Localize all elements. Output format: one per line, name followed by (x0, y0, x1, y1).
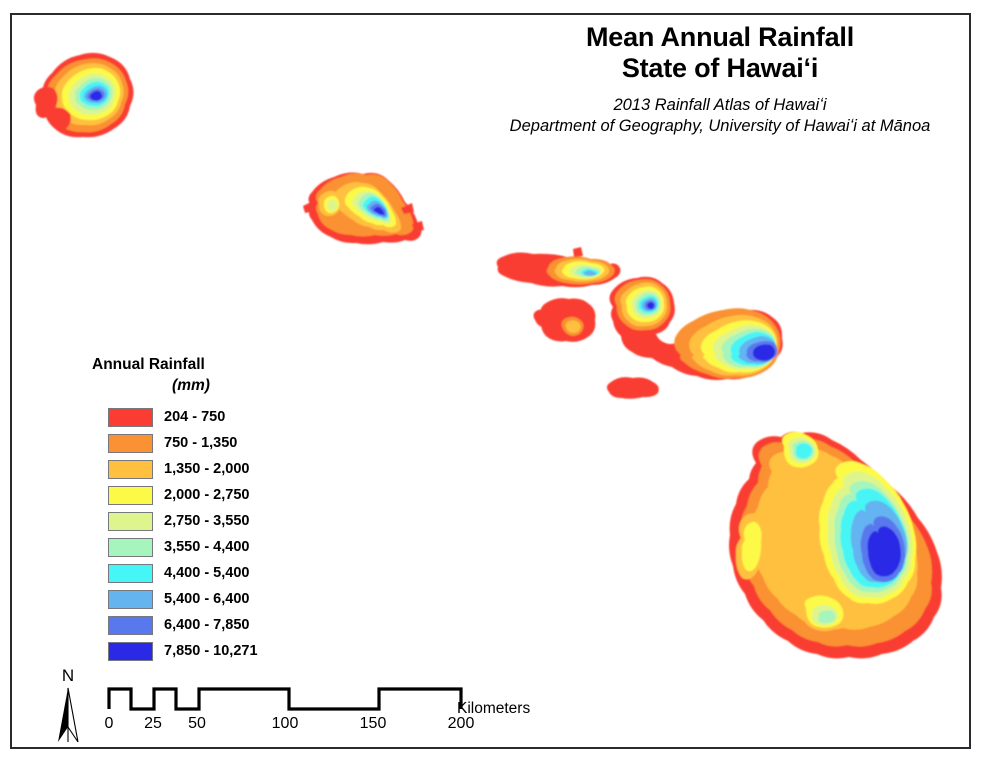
legend-swatch (108, 433, 153, 453)
legend-label: 3,550 - 4,400 (164, 539, 250, 555)
map-title-line2: State of Hawaiʻi (621, 52, 819, 83)
legend-label: 7,850 - 10,271 (164, 643, 258, 659)
legend-swatch (108, 407, 153, 427)
legend-class-list: 204 - 750 750 - 1,350 1,350 - 2,000 2,000 -… (88, 404, 288, 664)
scale-tick-label: 50 (188, 715, 206, 732)
scale-bar-units-label: Kilometers (457, 700, 531, 717)
legend-label: 2,000 - 2,750 (164, 487, 250, 503)
legend-row: 3,550 - 4,400 (88, 534, 288, 560)
legend-row: 6,400 - 7,850 (88, 612, 288, 638)
legend-row: 4,400 - 5,400 (88, 560, 288, 586)
legend-row: 204 - 750 (88, 404, 288, 430)
legend-row: 7,850 - 10,271 (88, 638, 288, 664)
legend-label: 204 - 750 (164, 409, 226, 425)
scale-tick-label: 200 (447, 715, 475, 732)
map-subtitle: 2013 Rainfall Atlas of Hawaiʻi Departmen… (470, 95, 970, 139)
legend-row: 750 - 1,350 (88, 430, 288, 456)
north-arrow-glyph (58, 687, 79, 743)
title-block: Mean Annual Rainfall State of Hawaiʻi 20… (470, 22, 970, 138)
legend-swatch (108, 537, 153, 557)
legend-swatch (108, 563, 153, 583)
legend-row: 2,750 - 3,550 (88, 508, 288, 534)
legend-swatch (108, 511, 153, 531)
map-title-line1: Mean Annual Rainfall (585, 22, 855, 52)
legend-label: 6,400 - 7,850 (164, 617, 250, 633)
scale-tick-label: 25 (144, 715, 162, 732)
legend-title: Annual Rainfall (92, 356, 205, 373)
legend-label: 750 - 1,350 (164, 435, 238, 451)
scale-tick-label: 0 (104, 715, 114, 732)
north-arrow-label: N (61, 666, 75, 685)
legend-label: 1,350 - 2,000 (164, 461, 250, 477)
legend-swatch (108, 589, 153, 609)
legend-swatch (108, 485, 153, 505)
page-title: Mean Annual Rainfall State of Hawaiʻi (470, 22, 970, 84)
legend-label: 2,750 - 3,550 (164, 513, 250, 529)
legend-row: 1,350 - 2,000 (88, 456, 288, 482)
legend-row: 2,000 - 2,750 (88, 482, 288, 508)
legend-swatch (108, 615, 153, 635)
scale-tick-label: 100 (271, 715, 299, 732)
scale-bar: Kilometers 0 25 50 100 150 200 (105, 683, 565, 741)
legend-label: 4,400 - 5,400 (164, 565, 250, 581)
legend-swatch (108, 459, 153, 479)
legend-units: (mm) (172, 377, 210, 394)
legend: Annual Rainfall (mm) 204 - 750 750 - 1,35… (88, 356, 288, 664)
map-subtitle-line2: Department of Geography, University of H… (509, 117, 931, 136)
scale-bar-graphic (107, 687, 463, 711)
legend-label: 5,400 - 6,400 (164, 591, 250, 607)
north-arrow: N (44, 666, 92, 744)
scale-tick-label: 150 (359, 715, 387, 732)
legend-row: 5,400 - 6,400 (88, 586, 288, 612)
legend-swatch (108, 641, 153, 661)
map-subtitle-line1: 2013 Rainfall Atlas of Hawaiʻi (613, 95, 827, 114)
